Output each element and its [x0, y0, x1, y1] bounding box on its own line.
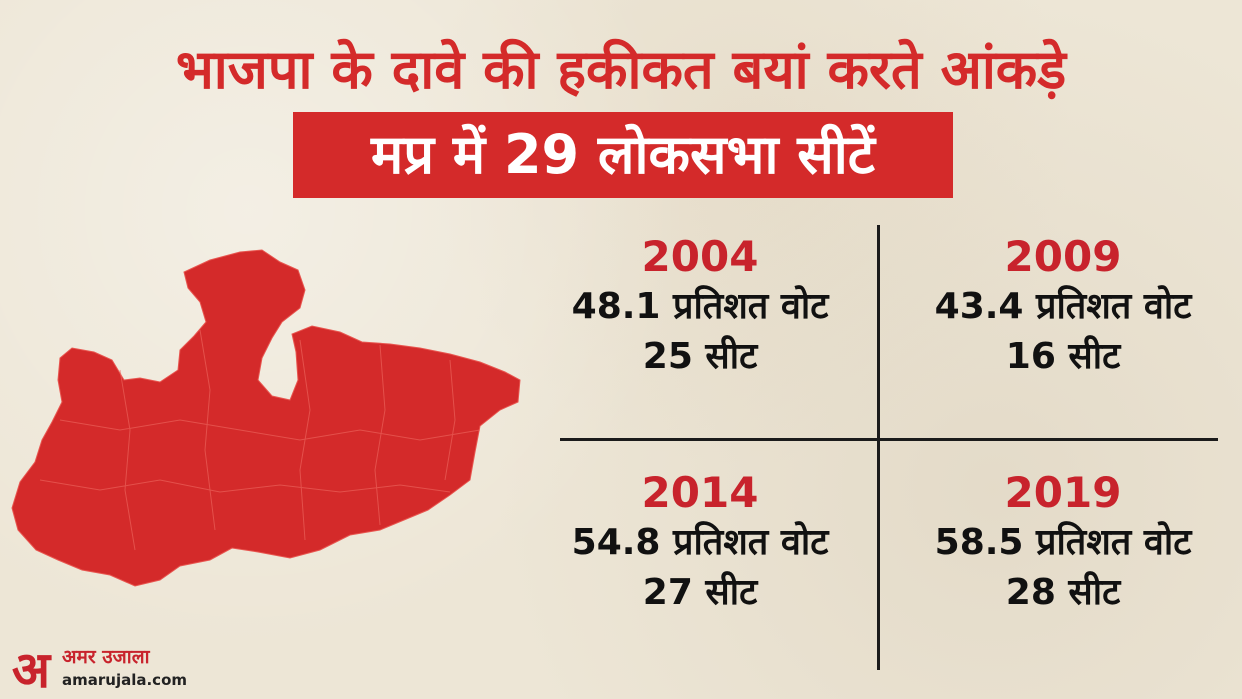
stat-cell-2009: 2009 43.4 प्रतिशत वोट 16 सीट — [893, 232, 1233, 382]
stat-vote: 58.5 प्रतिशत वोट — [934, 522, 1192, 563]
stat-cell-2014: 2014 54.8 प्रतिशत वोट 27 सीट — [530, 468, 870, 618]
stat-seats: 25 सीट — [642, 336, 758, 377]
stat-vote: 43.4 प्रतिशत वोट — [934, 286, 1192, 327]
stat-vote: 54.8 प्रतिशत वोट — [571, 522, 829, 563]
stat-vote: 48.1 प्रतिशत वोट — [571, 286, 829, 327]
stat-seats: 28 सीट — [1005, 572, 1121, 613]
stat-year: 2019 — [1004, 468, 1122, 517]
publisher-logo: अ अमर उजाला amarujala.com — [4, 644, 204, 696]
vertical-divider — [877, 225, 880, 670]
stat-cell-2004: 2004 48.1 प्रतिशत वोट 25 सीट — [530, 232, 870, 382]
madhya-pradesh-map-icon — [11, 249, 521, 587]
logo-name: अमर उजाला — [62, 646, 150, 668]
logo-url: amarujala.com — [62, 671, 188, 689]
logo-mark-icon: अ — [11, 641, 51, 699]
subtitle-banner: मप्र में 29 लोकसभा सीटें — [293, 112, 953, 198]
stat-seats: 16 सीट — [1005, 336, 1121, 377]
stat-cell-2019: 2019 58.5 प्रतिशत वोट 28 सीट — [893, 468, 1233, 618]
stat-seats: 27 सीट — [642, 572, 758, 613]
stat-year: 2014 — [641, 468, 759, 517]
page-title: भाजपा के दावे की हकीकत बयां करते आंकड़े — [175, 38, 1067, 101]
stat-year: 2009 — [1004, 232, 1122, 281]
stat-year: 2004 — [641, 232, 759, 281]
horizontal-divider — [560, 438, 1218, 441]
